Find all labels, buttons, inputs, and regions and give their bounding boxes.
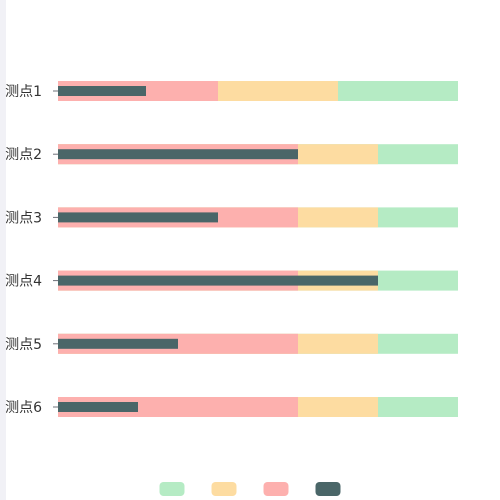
value-bar-1 [58,86,146,96]
y-tick-label-5: 测点5 [5,337,42,353]
y-tick-label-6: 测点6 [5,400,42,416]
legend-swatch-1 [159,482,185,496]
value-bar-6 [58,402,138,412]
value-bar-4 [58,275,378,286]
legend-swatch-3 [263,482,289,496]
y-tick-label-3: 测点3 [5,210,42,226]
legend-swatch-4 [315,482,341,496]
value-bar-5 [58,338,178,349]
value-bar-3 [58,212,218,223]
value-bar-2 [58,149,298,160]
y-tick-label-4: 测点4 [5,274,42,290]
y-tick-label-2: 测点2 [5,147,42,163]
left-rail [0,0,6,500]
y-tick-label-1: 测点1 [5,84,42,100]
legend-swatch-2 [211,482,237,496]
